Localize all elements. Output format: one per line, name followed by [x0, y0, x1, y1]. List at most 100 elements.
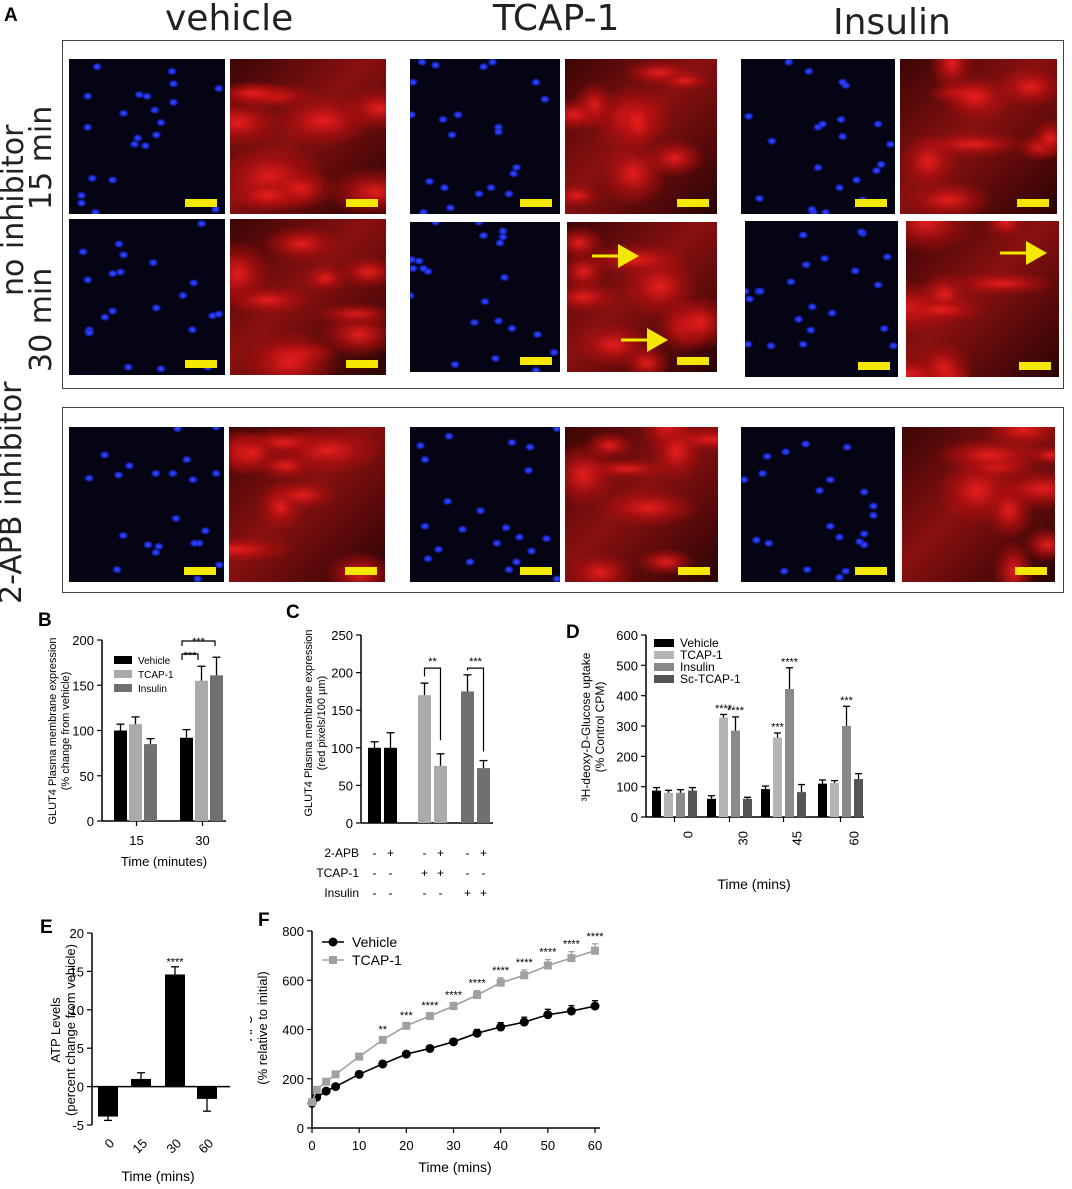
- bar: [131, 1078, 151, 1087]
- x-tick-label: 10: [352, 1138, 366, 1153]
- scale-bar: [855, 567, 887, 575]
- sig-label: ****: [715, 703, 733, 715]
- data-point: [425, 1043, 435, 1053]
- legend-marker: [329, 956, 337, 964]
- scale-bar: [346, 199, 378, 207]
- y-tick-label: 200: [72, 633, 94, 648]
- series-line: [311, 1005, 596, 1104]
- y-tick-label: 200: [331, 666, 353, 681]
- x-tick-label: 30: [163, 1136, 184, 1157]
- sig-label: ****: [563, 939, 581, 951]
- chart-e: -5 0 5 10 15 20 0 15 30 60 **** Time (mins) ATP Leve…: [48, 926, 230, 1184]
- data-point: [322, 1077, 331, 1086]
- data-point: [331, 1070, 340, 1079]
- data-point: [472, 1028, 482, 1038]
- micrograph-tcap1-2apb-red: [565, 427, 718, 582]
- y-tick-label: 20: [70, 926, 84, 941]
- data-point: [449, 1002, 458, 1011]
- y-tick-label: 150: [72, 678, 94, 693]
- bar: [114, 730, 127, 821]
- bar: [688, 790, 697, 817]
- sig-label: ***: [771, 722, 785, 734]
- condition-sign: +: [387, 846, 394, 860]
- data-point: [378, 1059, 388, 1069]
- legend-label: TCAP-1: [680, 648, 723, 662]
- y-tick-label: -5: [72, 1118, 84, 1133]
- x-tick-label: 40: [493, 1138, 507, 1153]
- micrograph-insulin-2apb-red: [902, 427, 1055, 582]
- inhibitor-frame: [62, 407, 1064, 593]
- y-tick-label: 500: [616, 658, 638, 673]
- sig-label: **: [428, 656, 437, 668]
- sig-label: ****: [727, 705, 745, 717]
- bar: [818, 783, 827, 817]
- scale-bar: [185, 360, 217, 368]
- data-point: [308, 1098, 316, 1107]
- y-tick-label: 0: [631, 810, 638, 825]
- scale-bar: [678, 567, 710, 575]
- x-tick-label: 45: [790, 831, 805, 845]
- x-tick-label: 0: [101, 1136, 117, 1152]
- y-tick-label: 100: [331, 741, 353, 756]
- data-point: [355, 1052, 364, 1061]
- condition-sign: -: [466, 866, 470, 880]
- y-tick-label: 50: [80, 769, 94, 784]
- scale-bar: [1019, 362, 1051, 370]
- condition-sign: -: [373, 846, 377, 860]
- x-tick-label: 60: [588, 1138, 602, 1153]
- panel-d-label: D: [566, 622, 580, 643]
- sig-label: ***: [840, 695, 854, 707]
- y-axis-label: ATP Levels(percent change from vehicle): [48, 944, 78, 1116]
- data-point: [591, 946, 599, 955]
- sig-label: **: [378, 1024, 387, 1036]
- y-tick-label: 100: [72, 724, 94, 739]
- x-tick-label: 50: [541, 1138, 555, 1153]
- bar: [461, 691, 474, 823]
- data-point: [567, 954, 576, 963]
- panel-a-label: A: [4, 5, 18, 26]
- bar: [854, 779, 863, 817]
- condition-sign: +: [480, 886, 487, 900]
- bar: [785, 688, 794, 817]
- condition-sign: -: [439, 886, 443, 900]
- sig-bracket: [181, 653, 199, 660]
- data-point: [378, 1035, 387, 1044]
- sig-label: ****: [516, 957, 534, 969]
- condition-sign: -: [482, 866, 486, 880]
- y-axis-label: GLUT4 Plasma membrane expression(% chang…: [47, 637, 72, 824]
- no-inhibitor-frame: [62, 40, 1064, 389]
- sig-label: ***: [192, 636, 206, 648]
- micrograph-insulin-2apb-blue: [741, 427, 895, 582]
- condition-label: Insulin: [324, 886, 359, 900]
- sig-label: ****: [421, 1000, 439, 1012]
- panel-f-label: F: [258, 910, 270, 931]
- sig-label: ***: [184, 650, 198, 662]
- y-tick-label: 200: [282, 1072, 304, 1087]
- scale-bar: [520, 567, 552, 575]
- legend-label: Insulin: [138, 684, 167, 695]
- scale-bar: [677, 199, 709, 207]
- sig-label: ***: [400, 1010, 414, 1022]
- data-point: [401, 1049, 411, 1059]
- x-tick-label: 0: [681, 831, 696, 838]
- y-tick-label: 200: [616, 749, 638, 764]
- data-point: [321, 1086, 331, 1096]
- y-tick-label: 10: [70, 1003, 84, 1018]
- y-tick-label: 250: [331, 628, 353, 643]
- legend-label: Sc-TCAP-1: [680, 672, 741, 686]
- column-title-insulin: Insulin: [833, 2, 951, 43]
- legend-label: Vehicle: [352, 934, 397, 950]
- y-axis-label: AFU(% relative to initial): [250, 971, 270, 1084]
- x-axis-label: Time (mins): [717, 876, 790, 892]
- bar: [830, 783, 839, 817]
- x-tick-label: 30: [736, 831, 751, 845]
- condition-sign: -: [389, 886, 393, 900]
- sig-label: ****: [445, 989, 463, 1001]
- micrograph-vehicle-2apb-red: [229, 427, 385, 582]
- x-tick-label: 0: [308, 1138, 315, 1153]
- chart-d: 0 100 200 300 400 500 600 0 30 45 60 Time (mins) ³H-…: [579, 628, 864, 892]
- bar: [434, 765, 447, 823]
- condition-sign: -: [373, 886, 377, 900]
- bar: [384, 747, 397, 823]
- legend-label: Vehicle: [138, 656, 171, 667]
